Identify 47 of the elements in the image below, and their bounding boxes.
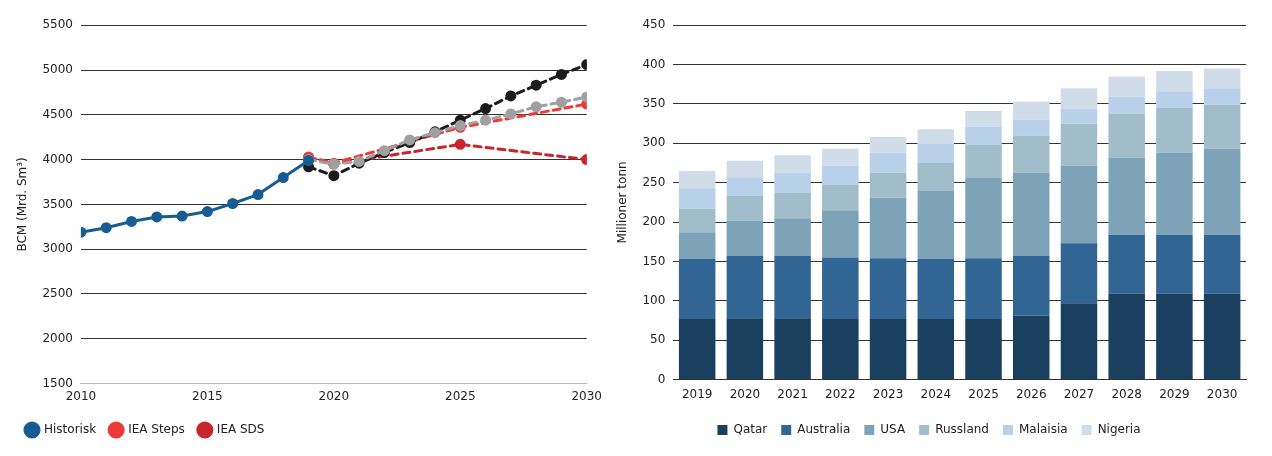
x-tick-label: 2025 xyxy=(445,388,476,403)
y-tick-label: 2000 xyxy=(42,330,73,345)
y-tick-label: 5500 xyxy=(42,17,73,32)
y-axis-title: Millioner tonn xyxy=(615,161,630,244)
y-tick-label: 100 xyxy=(642,292,666,307)
x-tick-label: 2023 xyxy=(872,386,904,401)
x-tick-label: 2022 xyxy=(825,386,856,401)
x-tick-label: 2010 xyxy=(65,388,97,403)
y-tick-label: 150 xyxy=(642,253,666,268)
y-tick-label: 200 xyxy=(642,214,666,229)
x-tick-label: 2030 xyxy=(1206,386,1238,401)
x-tick-label: 2026 xyxy=(1015,386,1047,401)
x-tick-label: 2020 xyxy=(318,388,350,403)
x-tick-label: 2027 xyxy=(1063,386,1095,401)
y-tick-label: 3000 xyxy=(42,241,73,256)
x-tick-label: 2021 xyxy=(777,386,808,401)
y-tick-label: 350 xyxy=(642,96,666,111)
y-tick-label: 400 xyxy=(642,56,666,71)
x-tick-label: 2019 xyxy=(681,386,713,401)
x-tick-label: 2025 xyxy=(968,386,999,401)
x-tick-label: 2015 xyxy=(192,388,223,403)
y-tick-label: 250 xyxy=(642,174,666,189)
y-tick-label: 50 xyxy=(650,332,666,347)
x-tick-label: 2028 xyxy=(1111,386,1142,401)
legend-label: IEA SDS xyxy=(216,422,265,437)
legend-label: Qatar xyxy=(733,422,768,437)
y-axis-title: BCM (Mrd. Sm³) xyxy=(15,157,30,252)
x-tick-label: 2020 xyxy=(729,386,761,401)
y-tick-label: 0 xyxy=(657,371,666,386)
y-tick-label: 4000 xyxy=(42,151,73,166)
legend-label: Australia xyxy=(797,422,851,437)
legend-label: IEA Steps xyxy=(128,422,185,437)
x-tick-label: 2029 xyxy=(1159,386,1190,401)
y-tick-label: 1500 xyxy=(42,375,73,390)
legend-label: USA xyxy=(880,422,906,437)
x-tick-label: 2024 xyxy=(920,386,952,401)
y-tick-label: 3500 xyxy=(42,196,73,211)
legend-label: Nigeria xyxy=(1097,422,1141,437)
legend-label: Russland xyxy=(935,422,989,437)
y-tick-label: 4500 xyxy=(42,106,73,121)
x-tick-label: 2030 xyxy=(571,388,602,403)
y-tick-label: 300 xyxy=(642,135,666,150)
legend-label: Historisk xyxy=(44,422,97,437)
y-tick-label: 5000 xyxy=(42,62,73,77)
y-tick-label: 450 xyxy=(642,17,666,32)
y-tick-label: 2500 xyxy=(42,286,73,301)
legend-label: Malaisia xyxy=(1018,422,1068,437)
